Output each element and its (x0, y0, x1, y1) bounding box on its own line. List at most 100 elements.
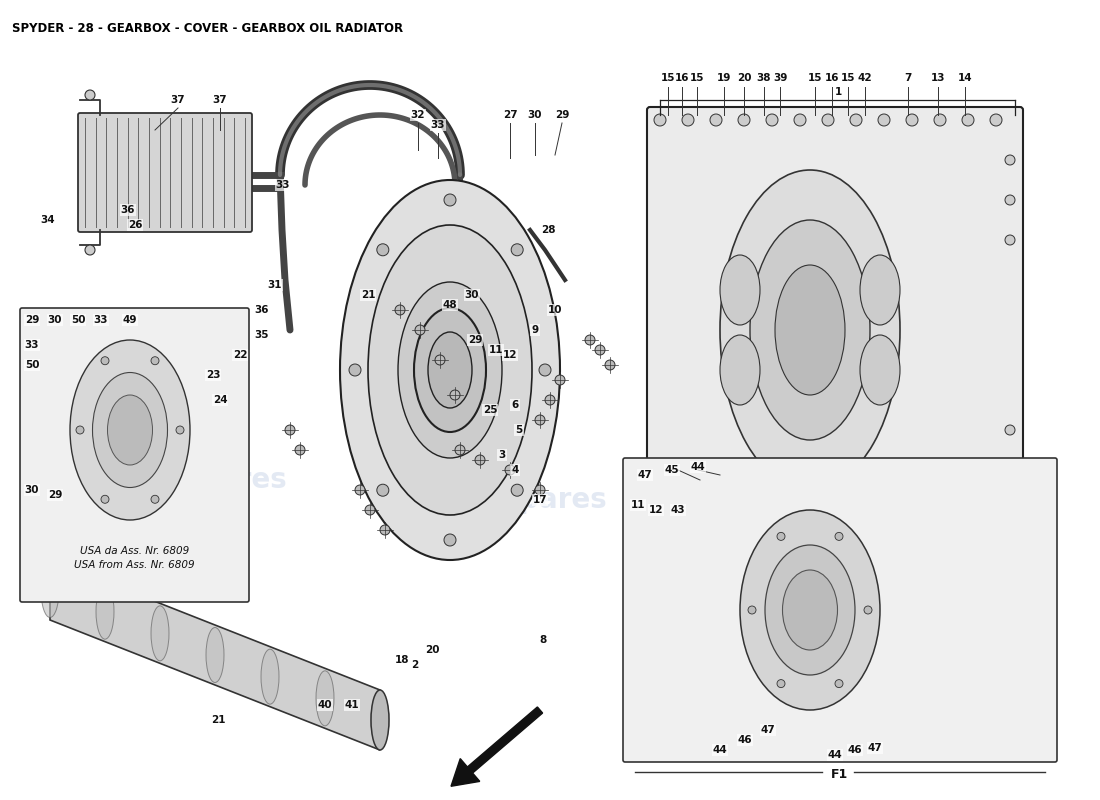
Text: 4: 4 (512, 465, 519, 475)
Text: 30: 30 (464, 290, 480, 300)
Text: 6: 6 (512, 400, 518, 410)
Circle shape (349, 364, 361, 376)
Circle shape (1005, 425, 1015, 435)
Text: 29: 29 (25, 315, 40, 325)
Circle shape (1005, 235, 1015, 245)
Text: 37: 37 (170, 95, 185, 105)
Text: 36: 36 (121, 205, 135, 215)
Ellipse shape (764, 545, 855, 675)
Text: 33: 33 (276, 180, 290, 190)
Text: 20: 20 (737, 73, 751, 83)
Circle shape (444, 534, 456, 546)
Circle shape (101, 357, 109, 365)
Circle shape (475, 455, 485, 465)
Circle shape (544, 395, 556, 405)
Text: 23: 23 (206, 370, 220, 380)
Ellipse shape (368, 225, 532, 515)
Circle shape (766, 114, 778, 126)
Text: eurospares: eurospares (662, 586, 838, 614)
Ellipse shape (371, 690, 389, 750)
Circle shape (295, 445, 305, 455)
Text: 3: 3 (498, 450, 506, 460)
Text: 21: 21 (211, 715, 226, 725)
Text: 43: 43 (671, 505, 685, 515)
Text: 33: 33 (24, 340, 40, 350)
Text: 9: 9 (531, 325, 539, 335)
Text: 49: 49 (123, 315, 138, 325)
Text: 32: 32 (410, 110, 426, 120)
Circle shape (176, 426, 184, 434)
Text: 24: 24 (212, 395, 228, 405)
Ellipse shape (41, 562, 59, 618)
Text: 38: 38 (757, 73, 771, 83)
Text: 33: 33 (94, 315, 108, 325)
Circle shape (822, 114, 834, 126)
Circle shape (962, 114, 974, 126)
Circle shape (151, 495, 160, 503)
Text: 44: 44 (827, 750, 843, 760)
Ellipse shape (720, 255, 760, 325)
Ellipse shape (92, 373, 167, 487)
Circle shape (76, 426, 84, 434)
Text: 34: 34 (41, 215, 55, 225)
Circle shape (539, 364, 551, 376)
Text: 31: 31 (267, 280, 283, 290)
Text: SPYDER - 28 - GEARBOX - COVER - GEARBOX OIL RADIATOR: SPYDER - 28 - GEARBOX - COVER - GEARBOX … (12, 22, 403, 35)
Text: 21: 21 (361, 290, 375, 300)
Text: 48: 48 (442, 300, 458, 310)
Circle shape (835, 680, 843, 688)
Text: eurospares: eurospares (432, 486, 608, 514)
Text: USA da Ass. Nr. 6809
USA from Ass. Nr. 6809: USA da Ass. Nr. 6809 USA from Ass. Nr. 6… (74, 546, 195, 570)
Text: 30: 30 (47, 315, 63, 325)
Circle shape (585, 335, 595, 345)
Ellipse shape (96, 584, 114, 639)
Text: 16: 16 (825, 73, 839, 83)
Ellipse shape (860, 255, 900, 325)
Circle shape (535, 415, 544, 425)
Circle shape (595, 345, 605, 355)
Text: 15: 15 (807, 73, 823, 83)
Circle shape (434, 355, 446, 365)
Circle shape (444, 194, 456, 206)
Text: 12: 12 (503, 350, 517, 360)
Circle shape (535, 485, 544, 495)
Text: 40: 40 (318, 700, 332, 710)
Circle shape (377, 244, 388, 256)
Text: F1: F1 (832, 768, 848, 781)
Circle shape (878, 114, 890, 126)
Text: 1: 1 (835, 87, 842, 97)
Text: 33: 33 (431, 120, 446, 130)
Circle shape (605, 360, 615, 370)
Text: 30: 30 (24, 485, 40, 495)
Ellipse shape (371, 693, 389, 747)
Ellipse shape (151, 606, 169, 661)
Ellipse shape (750, 220, 870, 440)
Text: 5: 5 (516, 425, 522, 435)
Text: 16: 16 (674, 73, 690, 83)
Circle shape (285, 425, 295, 435)
Text: 12: 12 (649, 505, 663, 515)
Ellipse shape (340, 180, 560, 560)
Text: 8: 8 (539, 635, 547, 645)
Ellipse shape (70, 340, 190, 520)
FancyArrow shape (451, 707, 542, 786)
Text: 39: 39 (773, 73, 788, 83)
Circle shape (505, 465, 515, 475)
Circle shape (377, 484, 388, 496)
Circle shape (1005, 155, 1015, 165)
FancyBboxPatch shape (20, 308, 249, 602)
Circle shape (710, 114, 722, 126)
Text: 46: 46 (738, 735, 752, 745)
Circle shape (748, 606, 756, 614)
Circle shape (355, 485, 365, 495)
Text: 11: 11 (630, 500, 646, 510)
Text: 46: 46 (848, 745, 862, 755)
Text: 15: 15 (661, 73, 675, 83)
Text: 29: 29 (468, 335, 482, 345)
FancyBboxPatch shape (647, 107, 1023, 553)
Ellipse shape (860, 335, 900, 405)
Ellipse shape (740, 510, 880, 710)
Circle shape (1005, 505, 1015, 515)
Ellipse shape (108, 395, 153, 465)
Circle shape (835, 532, 843, 540)
